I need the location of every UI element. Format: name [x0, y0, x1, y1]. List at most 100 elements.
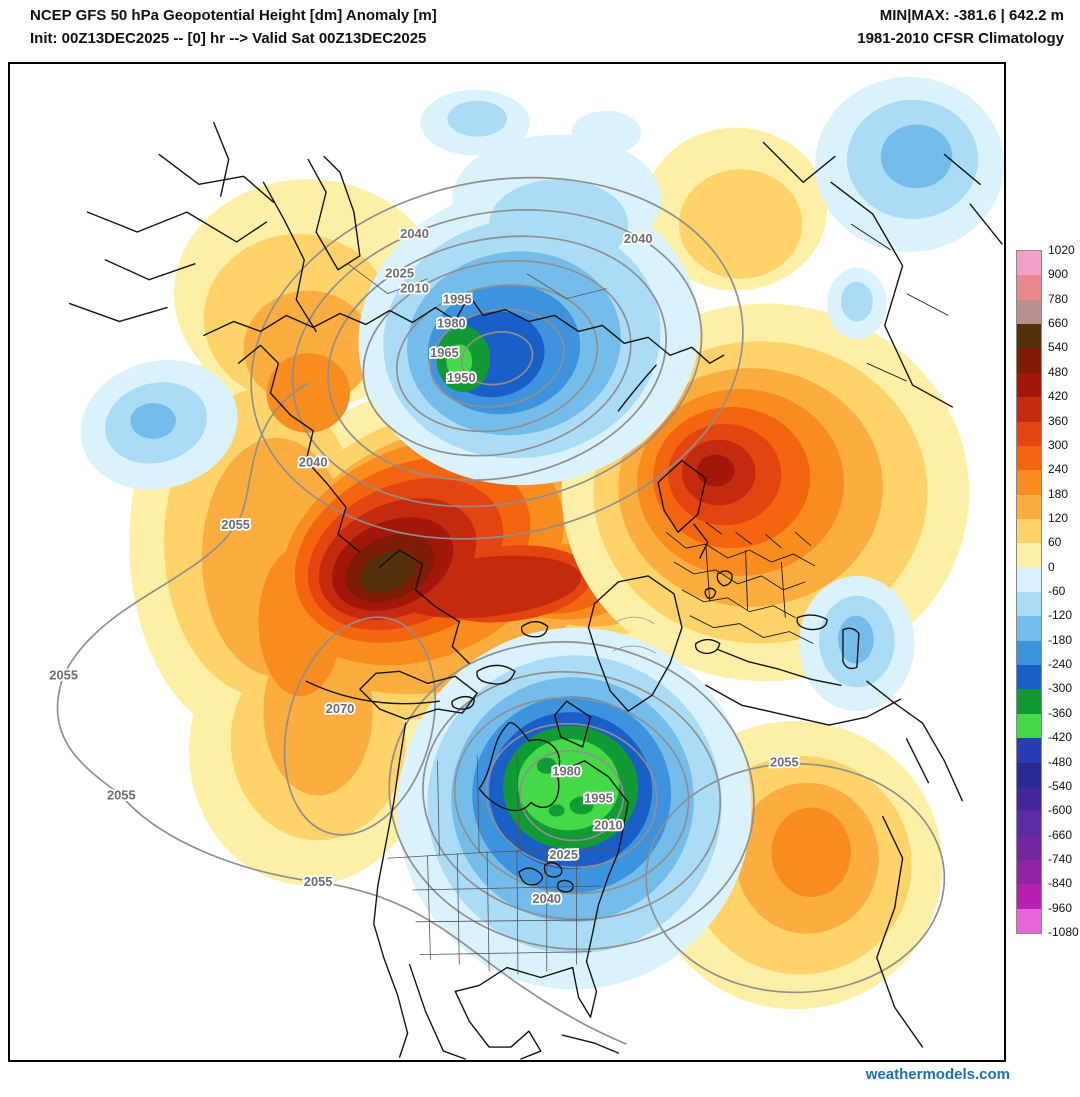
great-lake-3	[556, 879, 574, 893]
colorbar-tick-label: -660	[1048, 827, 1073, 842]
colorbar-segment	[1017, 299, 1041, 325]
colorbar-tick-label: -960	[1048, 900, 1073, 915]
asia-outline-3	[969, 203, 1003, 245]
novaya-zemlya	[617, 364, 657, 412]
watermark-link[interactable]: weathermodels.com	[865, 1066, 1010, 1083]
map-frame: 2040 2040 2025 2010 1995 1980 1965 1950 2040 2055…	[8, 62, 1006, 1062]
contour-label: 1965	[430, 345, 459, 360]
colorbar-segment	[1017, 470, 1041, 495]
colorbar-tick-label: 420	[1048, 389, 1069, 404]
colorbar-segment	[1017, 689, 1041, 714]
contour-label: 1995	[584, 791, 613, 806]
colorbar-segment	[1017, 738, 1041, 763]
contour-label: 2010	[594, 817, 623, 832]
colorbar-tick-label: -740	[1048, 851, 1073, 866]
contour-label: 2055	[107, 788, 136, 803]
siberia-low-contours	[250, 176, 744, 540]
na-east-coast	[585, 851, 620, 963]
colorbar-tick-label: -60	[1048, 584, 1066, 598]
contour-label: 1980	[552, 764, 581, 779]
header-right: MIN|MAX: -381.6 | 642.2 m 1981-2010 CFSR…	[857, 5, 1064, 50]
contour-label: 2040	[299, 455, 328, 470]
colorbar-segment	[1017, 324, 1041, 349]
canada-negative-anomaly	[397, 627, 752, 990]
scandinavia	[657, 459, 707, 533]
colorbar-segment	[1017, 445, 1041, 471]
contour-label: 2040	[532, 891, 561, 906]
contour-label: 2055	[304, 874, 333, 889]
contour-labels: 2040 204020252010199519801965195020402055…	[48, 224, 801, 907]
colorbar-tick-label: 300	[1048, 437, 1069, 452]
greenland-terrain-contours	[612, 616, 657, 654]
colorbar-tick-label: 60	[1048, 535, 1062, 550]
contour-label: 1950	[447, 370, 476, 385]
okhotsk-coast	[262, 181, 317, 333]
contour-label: 2025	[385, 266, 414, 281]
asia-outline-1	[830, 181, 954, 408]
contour-label: 2010	[400, 281, 429, 296]
florida	[571, 960, 598, 1018]
labrador-coast	[557, 760, 629, 853]
colorbar-segment	[1017, 713, 1041, 739]
amur-coast-3	[68, 302, 168, 323]
contour-label: 2040	[624, 231, 653, 246]
header-left: NCEP GFS 50 hPa Geopotential Height [dm]…	[30, 5, 437, 50]
amur-coast-2	[104, 259, 196, 281]
contour-label: 2025	[549, 847, 578, 862]
sakhalin	[213, 121, 230, 197]
colorbar-tick-label: 540	[1048, 340, 1069, 355]
west-africa-coast	[876, 815, 924, 1048]
colorbar-segment	[1017, 835, 1041, 860]
colorbar-segment	[1017, 372, 1041, 398]
britain	[716, 570, 733, 587]
minmax-label: MIN|MAX: -381.6 | 642.2 m	[879, 7, 1064, 24]
colorbar-segment	[1017, 397, 1041, 422]
colorbar-tick-label: -360	[1048, 705, 1073, 720]
colorbar-ticks: 1020 900 780 660 540 480 420 360 300 240 180 120 60 0…	[1048, 243, 1080, 939]
colorbar-segment	[1017, 494, 1041, 519]
contour-label: 2070	[326, 701, 355, 716]
colorbar-tick-label: 180	[1048, 486, 1069, 501]
colorbar-tick-label: 0	[1048, 559, 1055, 574]
colorbar-segment	[1017, 251, 1041, 276]
baffin-island	[554, 700, 592, 748]
colorbar-segment	[1017, 762, 1041, 787]
colorbar-segment	[1017, 592, 1041, 617]
asia-outline-2	[762, 141, 836, 183]
colorbar-segment	[1017, 275, 1041, 300]
colorbar-tick-label: -180	[1048, 632, 1073, 647]
colorbar-tick-label: 1020	[1048, 243, 1075, 257]
na-west-coast	[373, 722, 407, 959]
arctic-island-3	[451, 695, 475, 710]
greenland-outline	[587, 575, 683, 712]
baltic	[693, 523, 709, 559]
contour-label: 1980	[437, 315, 466, 330]
contour-label: 2040	[400, 226, 429, 241]
colorbar-tick-label: 900	[1048, 267, 1069, 282]
colorbar-tick-label: 780	[1048, 291, 1069, 306]
okhotsk-north-shore	[158, 153, 275, 203]
colorbar-segment	[1017, 665, 1041, 690]
gulf-coast	[454, 966, 574, 993]
colorbar-tick-label: -1080	[1048, 925, 1079, 939]
colorbar-tick-label: -540	[1048, 778, 1073, 793]
aleutian-islands	[305, 680, 441, 705]
colorbar-tick-label: -600	[1048, 803, 1073, 818]
kamchatka	[307, 155, 361, 271]
middle-east-coast	[866, 680, 963, 802]
colorbar-tick-label: -840	[1048, 876, 1073, 891]
arctic-island-2	[520, 620, 549, 638]
colorbar-segment	[1017, 348, 1041, 373]
alaska-south-coast	[359, 670, 478, 720]
colorbar-segments	[1016, 250, 1042, 934]
colorbar-segment	[1017, 908, 1041, 934]
red-sea	[905, 738, 930, 784]
eurasia-arctic-coast	[203, 294, 725, 364]
colorbar: 1020 900 780 660 540 480 420 360 300 240 180 120 60 0…	[1016, 243, 1080, 939]
colorbar-tick-label: 660	[1048, 316, 1069, 331]
colorbar-tick-label: -300	[1048, 681, 1073, 696]
coastlines	[68, 121, 1003, 1060]
black-sea	[796, 614, 828, 631]
hudson-bay	[478, 722, 561, 812]
amur-coast-1	[86, 211, 268, 243]
